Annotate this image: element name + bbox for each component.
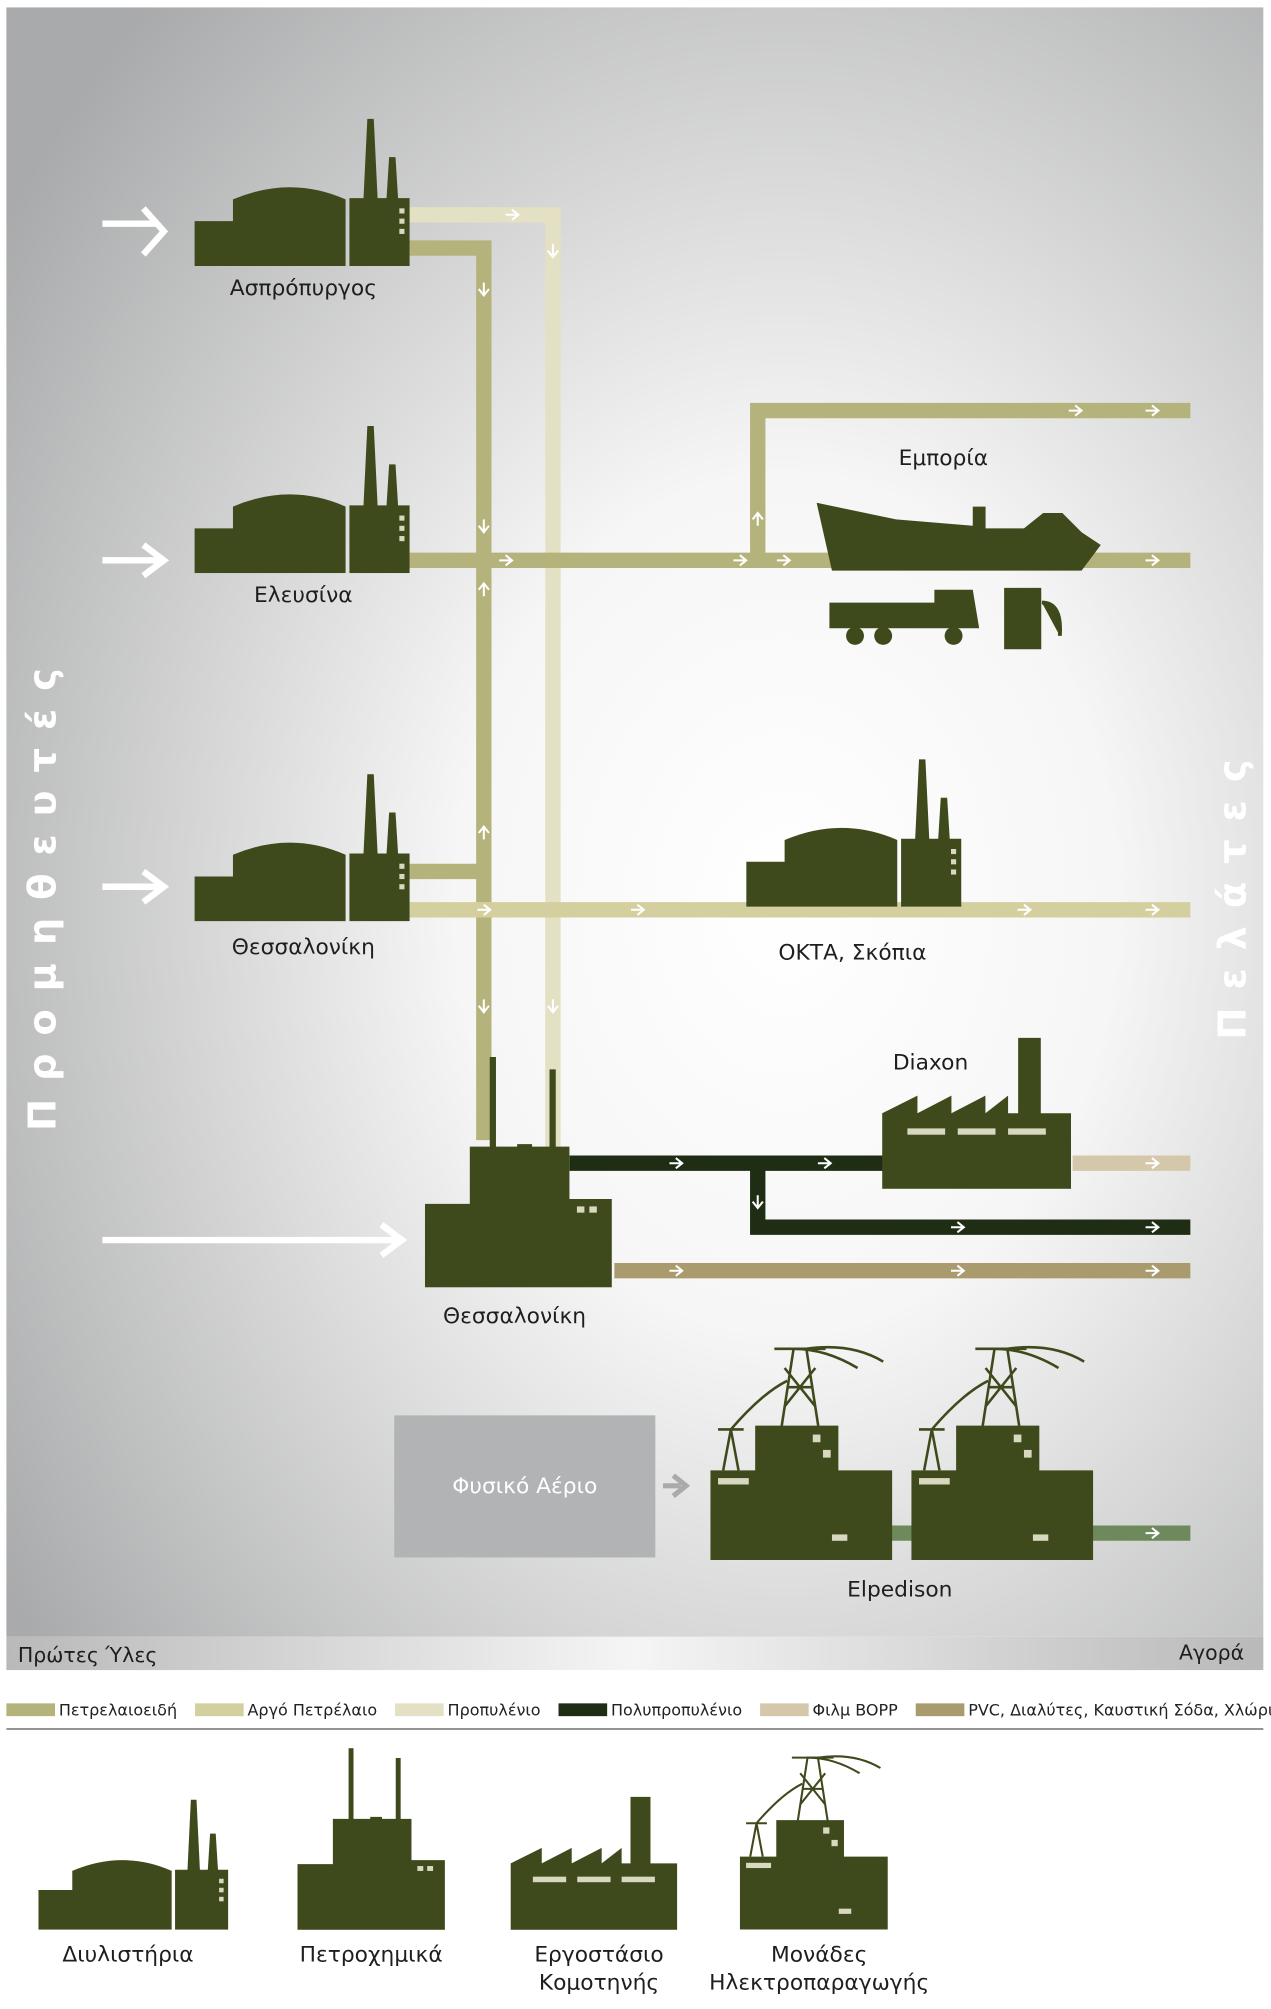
truck-wheel bbox=[874, 627, 892, 645]
node-label: Εμπορία bbox=[899, 446, 989, 471]
node-label: Ελευσίνα bbox=[254, 583, 353, 608]
key-icon bbox=[740, 1756, 888, 1929]
key-label: Μονάδες bbox=[771, 1943, 867, 1968]
side-label-right: Πελάτες bbox=[1211, 741, 1256, 1039]
legend-swatch bbox=[916, 1703, 965, 1716]
key-icon bbox=[511, 1797, 677, 1930]
node-label: Diaxon bbox=[893, 1050, 968, 1075]
footer-label: Πρώτες Ύλες bbox=[18, 1643, 158, 1667]
legend-label: Πολυπροπυλένιο bbox=[611, 1701, 742, 1720]
key-label: Κομοτηνής bbox=[539, 1971, 659, 1996]
legend-label: Πετρελαιοειδή bbox=[59, 1701, 177, 1720]
key-label: Διυλιστήρια bbox=[62, 1943, 193, 1968]
key bbox=[38, 1748, 887, 1930]
footer-bar bbox=[6, 1637, 1263, 1670]
footer-label: Αγορά bbox=[1179, 1640, 1244, 1664]
node-label: Φυσικό Αέριο bbox=[452, 1474, 597, 1499]
key-icon bbox=[38, 1800, 228, 1930]
node-label: Θεσσαλονίκη bbox=[232, 935, 375, 960]
truck-wheel bbox=[945, 627, 963, 645]
legend-label: Προπυλένιο bbox=[448, 1701, 541, 1720]
legend-swatch bbox=[6, 1703, 55, 1716]
legend-swatch bbox=[559, 1703, 608, 1716]
side-label-left: Προμηθευτές bbox=[20, 650, 65, 1131]
legend-swatch bbox=[760, 1703, 809, 1716]
legend-swatch bbox=[195, 1703, 244, 1716]
key-label: Πετροχημικά bbox=[300, 1943, 443, 1968]
key-label: Ηλεκτροπαραγωγής bbox=[709, 1971, 929, 1996]
key-label: Εργοστάσιο bbox=[534, 1943, 663, 1968]
node-label: Θεσσαλονίκη bbox=[443, 1304, 586, 1329]
legend-swatch bbox=[395, 1703, 444, 1716]
node-label: ΟΚΤΑ, Σκόπια bbox=[778, 940, 926, 965]
truck-wheel bbox=[846, 627, 864, 645]
legend-label: PVC, Διαλύτες, Καυστική Σόδα, Χλώριο bbox=[968, 1701, 1271, 1720]
legend: Πετρελαιοειδή Αργό Πετρέλαιο Προπυλένιο Πολ… bbox=[6, 1701, 1271, 1720]
legend-label: Αργό Πετρέλαιο bbox=[247, 1701, 377, 1720]
key-labels: Διυλιστήρια Πετροχημικά Εργοστάσιο Κομοτηνή… bbox=[62, 1943, 929, 1996]
key-icon bbox=[298, 1748, 445, 1930]
node-label: Elpedison bbox=[847, 1578, 952, 1603]
diagram: Προμηθευτές Πελάτες Ασπρόπυργος Ελευσίνα… bbox=[0, 0, 1271, 2009]
legend-label: Φιλμ BOPP bbox=[813, 1701, 899, 1720]
node-label: Ασπρόπυργος bbox=[230, 276, 377, 301]
